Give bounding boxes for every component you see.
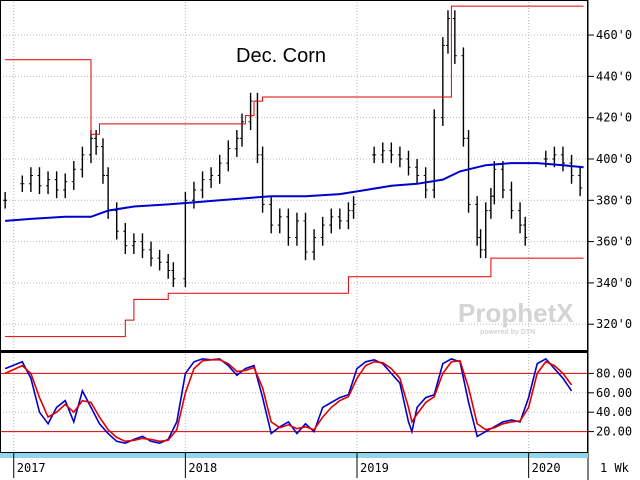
price-bar xyxy=(140,233,145,259)
upper-channel-line xyxy=(5,5,584,135)
watermark-tagline: powered by DTN xyxy=(480,329,535,336)
price-bar xyxy=(123,223,128,254)
price-bar xyxy=(80,146,85,178)
price-bar xyxy=(248,92,253,131)
stochastic-tick-label: 20.00 xyxy=(596,425,632,439)
price-bar xyxy=(303,212,308,261)
price-bar xyxy=(63,173,68,199)
price-bar xyxy=(149,241,154,267)
moving-average-line xyxy=(5,162,584,222)
stochastic-plot xyxy=(4,357,573,445)
price-bar xyxy=(88,130,93,164)
interval-label[interactable]: 1 Wk xyxy=(600,461,630,475)
price-bar xyxy=(286,208,291,246)
price-axis: 320'0 340'0 360'0 380'0 400'0 420'0 440'0 460'0 xyxy=(588,28,632,331)
price-bar xyxy=(100,138,105,184)
price-bar xyxy=(226,140,231,172)
price-bar xyxy=(492,161,497,205)
price-bar xyxy=(406,150,411,176)
price-bar xyxy=(351,196,356,219)
price-bar xyxy=(518,202,523,234)
price-bar xyxy=(277,208,282,234)
price-bar xyxy=(320,216,325,246)
stochastic-tick-label: 40.00 xyxy=(596,405,632,419)
prophetx-watermark: ProphetX powered by DTN xyxy=(458,298,574,336)
price-bar xyxy=(20,175,25,193)
watermark-brand: ProphetX xyxy=(458,298,574,328)
price-bar xyxy=(329,208,334,234)
price-bar xyxy=(415,158,420,184)
price-bar xyxy=(372,146,377,164)
price-bar xyxy=(54,171,59,199)
price-bar xyxy=(389,142,394,164)
price-bar xyxy=(466,130,471,213)
price-bar xyxy=(560,146,565,172)
price-tick-label: 380'0 xyxy=(596,193,632,207)
price-bar xyxy=(209,167,214,188)
price-bar xyxy=(217,154,222,184)
price-bar xyxy=(523,216,528,246)
price-bar xyxy=(131,233,136,254)
price-tick-label: 340'0 xyxy=(596,276,632,290)
price-bar xyxy=(346,202,351,230)
price-bar xyxy=(260,146,265,213)
price-bar xyxy=(397,146,402,168)
price-bar xyxy=(509,181,514,219)
price-bar xyxy=(191,181,196,209)
price-bar xyxy=(46,171,51,195)
price-bar xyxy=(483,202,488,259)
stochastic-grid xyxy=(0,354,587,451)
price-bar xyxy=(234,130,239,157)
stochastic-d-line xyxy=(4,359,573,443)
price-plot xyxy=(3,5,584,338)
price-tick-label: 440'0 xyxy=(596,69,632,83)
price-bar xyxy=(432,109,437,199)
price-bar xyxy=(269,196,274,234)
price-bar xyxy=(294,212,299,246)
price-tick-label: 320'0 xyxy=(596,317,632,331)
price-bar xyxy=(440,37,445,126)
lower-channel-line xyxy=(5,257,584,338)
price-bar xyxy=(166,253,171,279)
year-label: 2018 xyxy=(188,461,217,475)
price-grid xyxy=(0,2,587,349)
year-label: 2020 xyxy=(532,461,561,475)
price-bar xyxy=(37,167,42,195)
price-bar xyxy=(445,10,450,54)
price-bar xyxy=(240,113,245,147)
price-bar xyxy=(461,47,466,147)
price-tick-label: 400'0 xyxy=(596,152,632,166)
price-tick-label: 420'0 xyxy=(596,111,632,125)
price-bar xyxy=(71,161,76,190)
price-bar xyxy=(3,192,8,209)
price-bar xyxy=(157,249,162,271)
year-label: 2017 xyxy=(17,461,46,475)
stochastic-tick-label: 60.00 xyxy=(596,386,632,400)
price-bar xyxy=(569,154,574,184)
price-tick-label: 460'0 xyxy=(596,28,632,42)
time-strip xyxy=(0,453,588,458)
price-bar xyxy=(200,171,205,199)
price-bar xyxy=(500,161,505,199)
chart-title: Dec. Corn xyxy=(236,45,326,67)
year-label: 2019 xyxy=(360,461,389,475)
price-bar xyxy=(478,229,483,259)
price-bar xyxy=(171,262,176,288)
stochastic-axis: 20.00 40.00 60.00 80.00 xyxy=(588,366,632,439)
price-tick-label: 360'0 xyxy=(596,235,632,249)
price-axis-background xyxy=(588,0,640,480)
price-bar xyxy=(578,167,583,197)
price-bar xyxy=(452,10,457,64)
price-bar xyxy=(28,167,33,193)
price-bar xyxy=(183,192,188,288)
stochastic-k-line xyxy=(4,357,573,445)
stochastic-tick-label: 80.00 xyxy=(596,366,632,380)
price-bar xyxy=(312,229,317,261)
time-axis[interactable]: 2017 2018 2019 2020 xyxy=(13,453,561,478)
price-bar xyxy=(380,142,385,164)
price-bar xyxy=(337,208,342,230)
